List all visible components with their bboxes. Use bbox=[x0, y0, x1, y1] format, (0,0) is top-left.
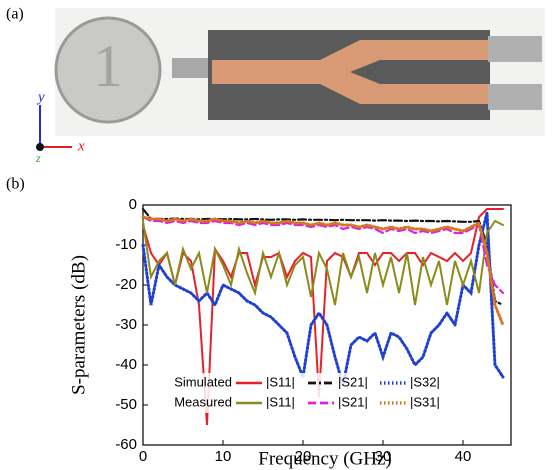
y-tick-label: -10 bbox=[115, 236, 137, 253]
legend-row-label: Measured bbox=[174, 394, 232, 409]
y-tick-label: 0 bbox=[129, 196, 137, 213]
connector bbox=[488, 36, 542, 62]
coin-figure: 1 bbox=[93, 33, 123, 99]
series-line bbox=[141, 215, 505, 295]
legend-label: |S21| bbox=[338, 374, 368, 389]
y-axis-title: S-parameters (dB) bbox=[68, 255, 89, 395]
panel-label: (a) bbox=[6, 6, 24, 23]
legend-label: |S11| bbox=[266, 394, 295, 409]
y-tick-label: -50 bbox=[115, 396, 137, 413]
x-axis-title: Frequency (GHz) bbox=[258, 448, 391, 469]
series-line bbox=[142, 208, 504, 426]
y-tick-label: -40 bbox=[115, 356, 137, 373]
axis-origin bbox=[36, 143, 44, 151]
axis-label: z bbox=[35, 151, 41, 165]
panel-label: (b) bbox=[6, 176, 25, 193]
axis-label: x bbox=[77, 138, 85, 154]
connector bbox=[172, 58, 212, 78]
series-line bbox=[141, 207, 505, 307]
legend-label: |S11| bbox=[266, 374, 295, 389]
connector bbox=[488, 84, 542, 110]
legend-row-label: Simulated bbox=[174, 374, 232, 389]
x-tick-label: 10 bbox=[215, 448, 232, 465]
legend-label: |S32| bbox=[410, 374, 440, 389]
x-tick-label: 40 bbox=[455, 448, 472, 465]
legend-label: |S21| bbox=[338, 394, 368, 409]
y-tick-label: -30 bbox=[115, 316, 137, 333]
x-tick-label: 20 bbox=[295, 448, 312, 465]
legend-label: |S31| bbox=[410, 394, 440, 409]
axis-label: y bbox=[36, 89, 45, 105]
x-tick-label: 0 bbox=[139, 448, 147, 465]
legend-box bbox=[178, 373, 450, 413]
series-line bbox=[141, 212, 505, 386]
x-tick-label: 30 bbox=[375, 448, 392, 465]
y-tick-label: -60 bbox=[115, 436, 137, 453]
pcb-trace bbox=[212, 40, 490, 104]
y-tick-label: -20 bbox=[115, 276, 137, 293]
series-line bbox=[141, 215, 505, 327]
coin bbox=[54, 16, 162, 124]
series-line bbox=[142, 219, 504, 306]
